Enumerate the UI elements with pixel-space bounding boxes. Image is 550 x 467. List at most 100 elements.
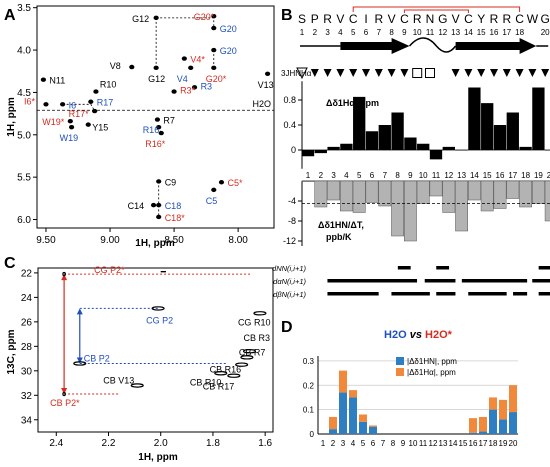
shift-arrow-blue-head bbox=[76, 357, 83, 364]
residue-number: 19 bbox=[534, 171, 543, 180]
bar bbox=[378, 180, 392, 207]
bar bbox=[519, 180, 533, 208]
x-tick-label: 9.50 bbox=[36, 235, 56, 246]
peak-contour bbox=[240, 355, 254, 360]
panel-a-frame bbox=[36, 5, 275, 229]
peak-label: W19 bbox=[60, 133, 79, 143]
y-axis-label: Δδ1HN/ΔT, bbox=[318, 220, 364, 230]
peak-w19 bbox=[68, 124, 75, 130]
x-tick-label: 15 bbox=[459, 439, 468, 448]
sequence-letter: S bbox=[298, 12, 306, 26]
legend-entry: |Δδ1HN|, ppm bbox=[407, 357, 457, 366]
bar-hn bbox=[369, 426, 377, 434]
sequence-letter: R bbox=[323, 12, 332, 26]
residue-number: 5 bbox=[357, 171, 362, 180]
x-tick-label: 1.8 bbox=[206, 438, 220, 449]
disulfide-bracket bbox=[352, 6, 521, 12]
panel-letter-b: B bbox=[281, 7, 293, 24]
x-axis-label: 1H, ppm bbox=[135, 238, 175, 249]
y-tick-label: 28 bbox=[21, 342, 33, 353]
x-tick-label: 13 bbox=[439, 439, 448, 448]
y-tick-label: 5.0 bbox=[17, 130, 31, 141]
bar-ha bbox=[349, 390, 357, 398]
bar-hn bbox=[499, 419, 507, 434]
x-tick-label: 2.0 bbox=[154, 438, 168, 449]
residue-number: 13 bbox=[457, 171, 466, 180]
sequence-letter: C bbox=[464, 12, 473, 26]
residue-number: 18 bbox=[521, 171, 530, 180]
noe-row-label: dαN(i,i+1) bbox=[273, 277, 306, 286]
peak-label: R3 bbox=[201, 81, 213, 91]
peak-contour bbox=[242, 349, 257, 354]
x-tick-label: 7 bbox=[381, 439, 386, 448]
bar bbox=[301, 150, 315, 157]
panel-letter-d: D bbox=[281, 319, 293, 336]
sequence-letter: C bbox=[349, 12, 358, 26]
peak-contour bbox=[253, 311, 267, 316]
bar bbox=[353, 96, 366, 150]
bar bbox=[544, 180, 550, 222]
noe-segment bbox=[424, 279, 456, 283]
sequence-number: 14 bbox=[464, 28, 473, 37]
y-tick-label: 34 bbox=[21, 415, 33, 426]
peak-c18-star bbox=[156, 214, 162, 220]
sequence-letter: V bbox=[388, 12, 396, 26]
y-tick-label: 0.8 bbox=[283, 95, 296, 105]
bar bbox=[480, 180, 494, 212]
peak-v4 bbox=[188, 65, 194, 71]
sequence-number: 15 bbox=[477, 28, 486, 37]
coupling-open-square bbox=[425, 68, 435, 78]
coupling-filled-triangle bbox=[349, 69, 358, 77]
peak-label: G20 bbox=[220, 46, 237, 56]
panel-a-plot: 9.50 9.00 8.50 8.00 3.5 4.0 4.5 5.0 5.5 6.0 1H, pp… bbox=[6, 3, 275, 249]
noe-segment bbox=[532, 279, 550, 283]
x-tick-label: 6 bbox=[371, 439, 376, 448]
legend-entry: |Δδ1Hα|, ppm bbox=[407, 368, 456, 377]
bar-ha bbox=[339, 370, 347, 393]
coupling-filled-triangle bbox=[387, 69, 396, 77]
x-tick-label: 9.00 bbox=[100, 235, 120, 246]
noe-row-label: dNN(i,i+1) bbox=[272, 264, 306, 273]
bar bbox=[404, 137, 417, 150]
bar bbox=[391, 112, 404, 150]
bar-ha bbox=[479, 416, 487, 432]
bar-hn bbox=[359, 421, 367, 434]
noe-row-label: dβN(i,i+1) bbox=[273, 290, 306, 299]
peak-i6 bbox=[60, 102, 66, 107]
peak-label: CB P2* bbox=[50, 398, 80, 408]
sequence-letter: R bbox=[490, 12, 499, 26]
residue-number: 3 bbox=[331, 171, 336, 180]
bar-hn bbox=[469, 432, 477, 434]
peak-label: R3* bbox=[180, 86, 196, 96]
residue-number: 16 bbox=[496, 171, 505, 180]
residue-number: 14 bbox=[470, 171, 479, 180]
peak-label: G20* bbox=[194, 12, 215, 22]
bar bbox=[365, 131, 379, 150]
peak-label: R17 bbox=[97, 98, 114, 108]
title-part: vs bbox=[407, 329, 425, 341]
bar bbox=[301, 180, 315, 182]
peak-g20-star bbox=[211, 65, 217, 71]
bar-hn bbox=[339, 392, 347, 434]
y-tick-label: 32 bbox=[21, 391, 33, 402]
sequence-letter: V bbox=[452, 12, 460, 26]
sequence-letter: R bbox=[413, 12, 422, 26]
peak-label: V8 bbox=[110, 61, 121, 71]
y-tick-label: 0.2 bbox=[303, 381, 315, 390]
peak-label: C14 bbox=[128, 201, 145, 211]
bar bbox=[340, 180, 353, 212]
peak-label: R16 bbox=[143, 125, 160, 135]
sequence-number: 7 bbox=[377, 28, 382, 37]
coupling-filled-triangle bbox=[541, 69, 550, 77]
sequence-letter: W bbox=[527, 12, 539, 26]
residue-number: 17 bbox=[508, 171, 517, 180]
x-tick-label: 17 bbox=[479, 439, 488, 448]
coupling-filled-triangle bbox=[502, 69, 511, 77]
residue-number: 7 bbox=[383, 171, 388, 180]
peak-label: C5 bbox=[206, 196, 218, 206]
peak-label: CB R17 bbox=[203, 381, 235, 391]
bar-hn bbox=[489, 409, 497, 434]
x-tick-label: 20 bbox=[509, 439, 518, 448]
peak-label: Y15 bbox=[92, 123, 108, 133]
y-tick-label: 6.0 bbox=[17, 215, 31, 226]
